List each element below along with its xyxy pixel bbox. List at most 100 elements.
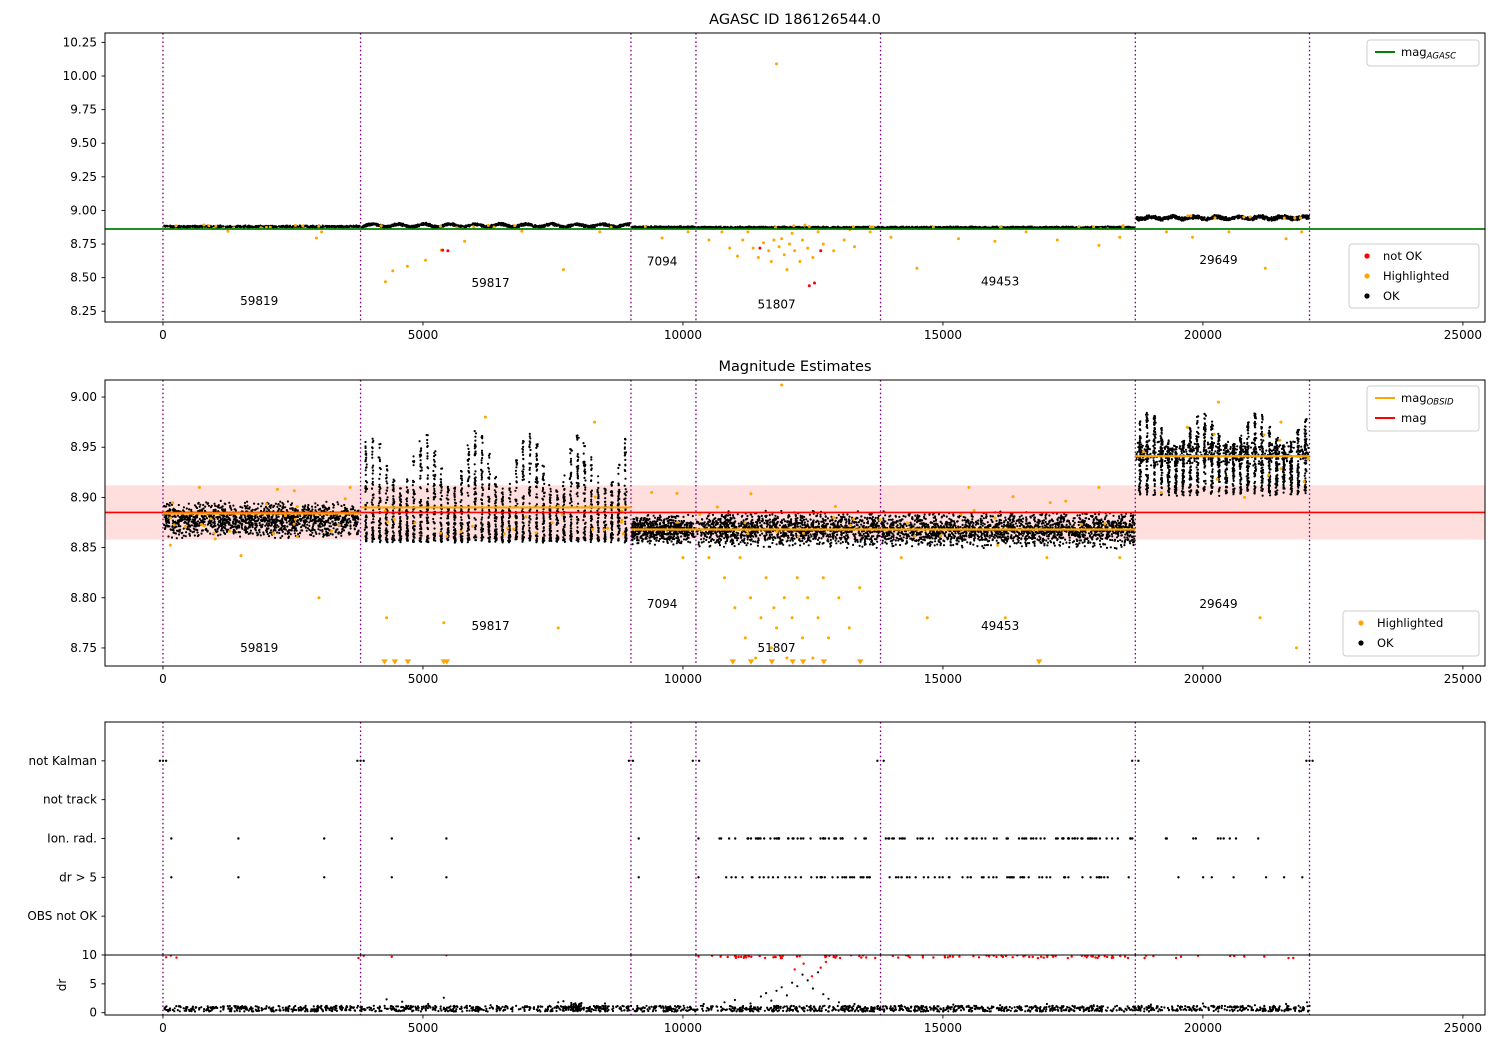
y-tick-label: 9.75 — [70, 103, 97, 117]
obsid-label: 7094 — [647, 597, 678, 611]
x-tick-label: 0 — [159, 328, 167, 342]
legend-marker-dot — [1358, 640, 1364, 646]
obsid-label: 59819 — [240, 294, 278, 308]
x-tick-label: 15000 — [924, 672, 962, 686]
obsid-label: 29649 — [1199, 597, 1237, 611]
y-tick-label: 10 — [82, 948, 97, 962]
y-tick-label: 8.85 — [70, 541, 97, 555]
legend-label: Highlighted — [1377, 616, 1443, 630]
clipped-low-markers — [381, 659, 1043, 665]
flag-category-label: Ion. rad. — [47, 832, 97, 846]
mag-obsid-lines — [162, 455, 1310, 531]
y-tick-label: 9.50 — [70, 136, 97, 150]
y-tick-label: 8.25 — [70, 304, 97, 318]
y-tick-label: 5 — [89, 977, 97, 991]
y-tick-label: 10.00 — [63, 69, 97, 83]
ok-points — [163, 411, 1310, 550]
obsid-label: 51807 — [757, 298, 795, 312]
mag-scatter — [163, 383, 1311, 660]
y-tick-label: 8.75 — [70, 641, 97, 655]
axes-frame-mag — [104, 379, 1486, 667]
x-tick-label: 5000 — [408, 672, 439, 686]
y-tick-label: 8.50 — [70, 271, 97, 285]
y-tick-label: 8.90 — [70, 490, 97, 504]
legend-box — [1366, 39, 1480, 67]
flags-scatter — [158, 759, 1314, 879]
x-tick-label: 25000 — [1444, 1021, 1482, 1035]
clipped-triangle-marker — [768, 659, 776, 665]
flag-category-label: not Kalman — [29, 754, 97, 768]
x-tick-label: 10000 — [664, 1021, 702, 1035]
obsid-label: 29649 — [1199, 253, 1237, 267]
plot-flags: not Kalman not track Ion. rad. dr > 5 OBS no… — [27, 721, 1486, 956]
y-tick-label: 8.75 — [70, 237, 97, 251]
y-tick-label: 9.25 — [70, 170, 97, 184]
axes-frame-flags — [104, 721, 1486, 956]
y-tick-label: 8.95 — [70, 440, 97, 454]
x-tick-label: 0 — [159, 1021, 167, 1035]
agasc-scatter — [163, 62, 1310, 288]
plot-agasc: 59819 59817 7094 51807 49453 29649 0 5000 10000 1… — [63, 12, 1486, 342]
axes-frame-agasc — [104, 32, 1486, 323]
y-tick-label: 9.00 — [70, 203, 97, 217]
highlighted-points — [167, 62, 1304, 284]
x-tick-label: 0 — [159, 672, 167, 686]
plot-title-agasc: AGASC ID 186126544.0 — [709, 12, 881, 28]
obsid-label: 51807 — [757, 641, 795, 655]
clipped-triangle-marker — [729, 659, 737, 665]
highlighted-points — [168, 383, 1311, 660]
x-tick-label: 20000 — [1184, 1021, 1222, 1035]
x-tick-label: 15000 — [924, 1021, 962, 1035]
clipped-triangle-marker — [391, 659, 399, 665]
clipped-triangle-marker — [820, 659, 828, 665]
clipped-triangle-marker — [443, 659, 451, 665]
x-tick-label: 25000 — [1444, 672, 1482, 686]
clipped-triangle-marker — [799, 659, 807, 665]
legend-label: OK — [1377, 636, 1394, 650]
x-tick-label: 10000 — [664, 672, 702, 686]
x-tick-label: 5000 — [408, 328, 439, 342]
legend-box — [1342, 610, 1480, 657]
y-axis-label-dr: dr — [55, 979, 69, 992]
legend-marker-dot — [1364, 253, 1370, 259]
clipped-triangle-marker — [857, 659, 864, 665]
x-tick-label: 15000 — [924, 328, 962, 342]
legend-label: OK — [1383, 289, 1400, 303]
x-tick-label: 10000 — [664, 328, 702, 342]
legend-marker-dot — [1364, 273, 1370, 279]
legend-label: magAGASC — [1401, 45, 1456, 62]
plot-dr: 0 5000 10000 15000 20000 25000 0 5 10 dr — [55, 948, 1486, 1035]
obsid-label: 49453 — [981, 275, 1019, 289]
obsid-label: 49453 — [981, 619, 1019, 633]
dr-red-points — [164, 955, 1295, 978]
legend-marker-dot — [1364, 293, 1370, 299]
clipped-triangle-marker — [789, 659, 796, 665]
legend-marker-dot — [1358, 620, 1364, 626]
obsid-label: 59819 — [240, 641, 278, 655]
not-ok-points — [441, 246, 823, 288]
axes-frame-dr — [104, 954, 1486, 1016]
legend-label: magOBSID — [1401, 391, 1454, 408]
plot-title-mag: Magnitude Estimates — [718, 359, 871, 375]
clipped-triangle-marker — [404, 659, 412, 665]
plot-magnitude-estimates: 59819 59817 7094 51807 49453 29649 0 5000 10000 1… — [70, 359, 1486, 686]
y-tick-label: 0 — [89, 1006, 97, 1020]
x-tick-label: 25000 — [1444, 328, 1482, 342]
legend-label: Highlighted — [1383, 269, 1449, 283]
y-tick-label: 8.80 — [70, 591, 97, 605]
legend-label: mag — [1401, 411, 1427, 425]
x-tick-label: 5000 — [408, 1021, 439, 1035]
legend-label: not OK — [1383, 249, 1423, 263]
clipped-triangle-marker — [381, 659, 388, 665]
obsid-label: 59817 — [471, 619, 509, 633]
x-tick-label: 20000 — [1184, 672, 1222, 686]
flag-category-label: not track — [43, 793, 97, 807]
dr-scatter — [163, 955, 1311, 1013]
y-tick-label: 9.00 — [70, 390, 97, 404]
clipped-triangle-marker — [1035, 659, 1043, 665]
ok-points — [163, 213, 1310, 230]
legend-box — [1348, 243, 1480, 309]
dr-ok-points — [163, 971, 1311, 1013]
obsid-label: 7094 — [647, 255, 678, 269]
obsid-label: 59817 — [471, 276, 509, 290]
